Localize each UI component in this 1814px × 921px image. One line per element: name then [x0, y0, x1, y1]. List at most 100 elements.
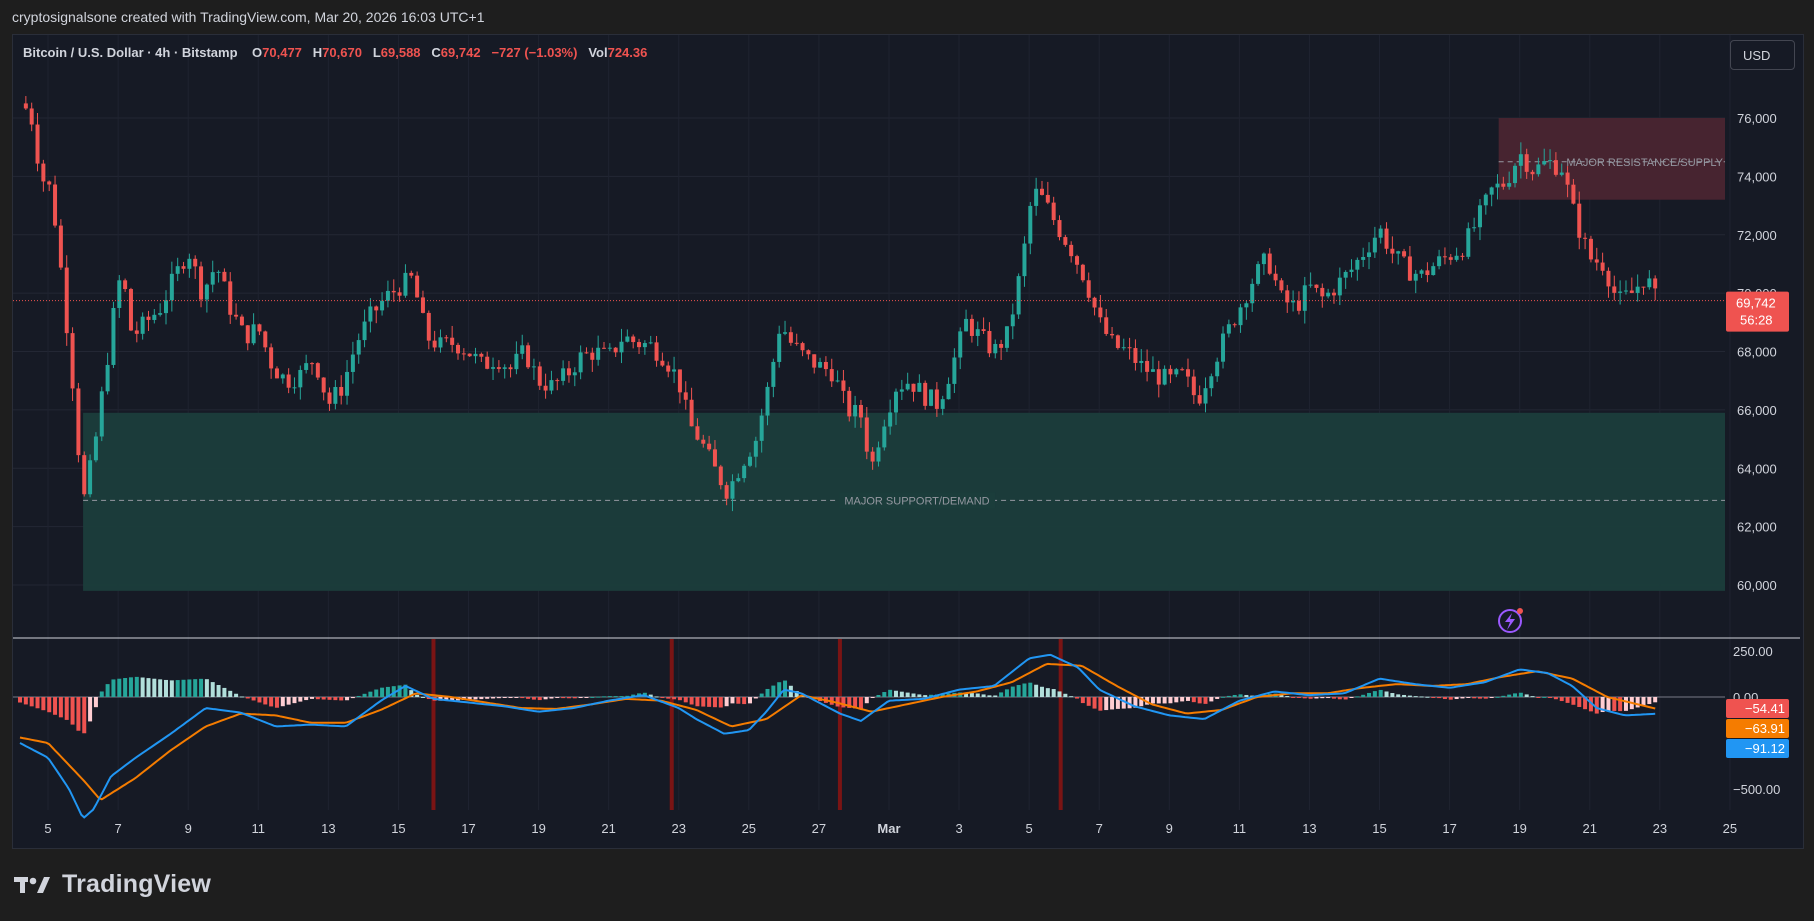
- candle-down[interactable]: [1460, 255, 1465, 257]
- candle-down[interactable]: [683, 392, 688, 400]
- candle-down[interactable]: [23, 103, 28, 109]
- currency-button[interactable]: USD: [1730, 40, 1795, 70]
- candle-down[interactable]: [339, 386, 344, 396]
- candle-down[interactable]: [234, 314, 239, 317]
- candle-up[interactable]: [298, 369, 303, 388]
- candle-up[interactable]: [520, 345, 525, 354]
- candle-down[interactable]: [1104, 317, 1109, 334]
- candle-down[interactable]: [1588, 238, 1593, 260]
- candle-down[interactable]: [1080, 264, 1085, 281]
- candle-up[interactable]: [1010, 314, 1015, 327]
- candle-up[interactable]: [893, 391, 898, 413]
- candle-down[interactable]: [1402, 251, 1407, 257]
- candle-down[interactable]: [1612, 286, 1617, 293]
- macd-line[interactable]: [19, 653, 1656, 819]
- candle-up[interactable]: [187, 258, 192, 269]
- candle-up[interactable]: [1378, 228, 1383, 238]
- candle-down[interactable]: [1442, 256, 1447, 258]
- candle-down[interactable]: [660, 360, 665, 366]
- candle-down[interactable]: [1285, 290, 1290, 303]
- candle-down[interactable]: [496, 367, 501, 369]
- candle-up[interactable]: [1431, 266, 1436, 276]
- candle-up[interactable]: [292, 387, 297, 389]
- candle-down[interactable]: [695, 426, 700, 440]
- candle-up[interactable]: [368, 306, 373, 322]
- candle-up[interactable]: [1256, 264, 1261, 284]
- candle-down[interactable]: [911, 383, 916, 392]
- candle-up[interactable]: [777, 333, 782, 362]
- candle-down[interactable]: [1110, 333, 1115, 336]
- candle-down[interactable]: [1180, 369, 1185, 371]
- candle-up[interactable]: [111, 307, 116, 365]
- candle-up[interactable]: [1244, 303, 1249, 308]
- candle-down[interactable]: [76, 388, 81, 456]
- candle-up[interactable]: [964, 318, 969, 332]
- candle-up[interactable]: [333, 386, 338, 404]
- candle-up[interactable]: [940, 399, 945, 409]
- candle-down[interactable]: [315, 363, 320, 378]
- candle-up[interactable]: [835, 380, 840, 382]
- candle-up[interactable]: [1466, 228, 1471, 257]
- candle-down[interactable]: [479, 353, 484, 357]
- candle-up[interactable]: [753, 440, 758, 457]
- candle-up[interactable]: [853, 404, 858, 417]
- candle-up[interactable]: [742, 465, 747, 479]
- candle-up[interactable]: [1536, 164, 1541, 175]
- candle-down[interactable]: [1606, 270, 1611, 287]
- candle-down[interactable]: [1629, 290, 1634, 293]
- candle-down[interactable]: [239, 316, 244, 326]
- candle-down[interactable]: [310, 363, 315, 365]
- candle-up[interactable]: [1150, 369, 1155, 372]
- candle-down[interactable]: [485, 356, 490, 369]
- candle-down[interactable]: [1069, 244, 1074, 257]
- candle-down[interactable]: [1115, 335, 1120, 348]
- candle-down[interactable]: [391, 290, 396, 293]
- candle-down[interactable]: [1145, 360, 1150, 372]
- candle-down[interactable]: [461, 353, 466, 355]
- candle-down[interactable]: [847, 390, 852, 417]
- candle-up[interactable]: [1238, 307, 1243, 326]
- candle-down[interactable]: [870, 451, 875, 462]
- candle-up[interactable]: [1472, 227, 1477, 229]
- candle-up[interactable]: [899, 389, 904, 392]
- candle-down[interactable]: [689, 399, 694, 427]
- candle-down[interactable]: [53, 184, 58, 226]
- candle-down[interactable]: [601, 347, 606, 349]
- candle-down[interactable]: [1501, 183, 1506, 187]
- candle-up[interactable]: [619, 341, 624, 353]
- candle-up[interactable]: [1016, 276, 1021, 315]
- candle-up[interactable]: [380, 300, 385, 311]
- candle-down[interactable]: [41, 163, 46, 182]
- candle-down[interactable]: [823, 361, 828, 370]
- candle-up[interactable]: [648, 342, 653, 344]
- candle-down[interactable]: [1133, 348, 1138, 363]
- candle-down[interactable]: [526, 345, 531, 368]
- candle-up[interactable]: [1022, 243, 1027, 277]
- candle-down[interactable]: [1039, 188, 1044, 195]
- candle-down[interactable]: [128, 289, 133, 331]
- candle-down[interactable]: [566, 368, 571, 376]
- candle-up[interactable]: [1361, 256, 1366, 260]
- candle-up[interactable]: [1343, 271, 1348, 278]
- candle-up[interactable]: [502, 367, 507, 369]
- candle-down[interactable]: [58, 225, 63, 268]
- candle-up[interactable]: [491, 367, 496, 369]
- symbol-name[interactable]: Bitcoin / U.S. Dollar · 4h · Bitstamp: [23, 45, 238, 60]
- candle-up[interactable]: [1291, 300, 1296, 303]
- candle-up[interactable]: [765, 386, 770, 416]
- candle-up[interactable]: [531, 366, 536, 368]
- candle-up[interactable]: [642, 343, 647, 348]
- candle-down[interactable]: [374, 306, 379, 311]
- candle-down[interactable]: [455, 344, 460, 354]
- candle-up[interactable]: [1121, 347, 1126, 349]
- tradingview-logo[interactable]: TradingView: [14, 870, 211, 899]
- candle-up[interactable]: [1250, 283, 1255, 304]
- candle-up[interactable]: [438, 337, 443, 348]
- candle-up[interactable]: [625, 336, 630, 342]
- candle-up[interactable]: [876, 447, 881, 462]
- candle-up[interactable]: [1302, 285, 1307, 311]
- candle-up[interactable]: [1495, 183, 1500, 188]
- candle-down[interactable]: [467, 353, 472, 357]
- candle-up[interactable]: [1507, 183, 1512, 187]
- candle-up[interactable]: [216, 271, 221, 273]
